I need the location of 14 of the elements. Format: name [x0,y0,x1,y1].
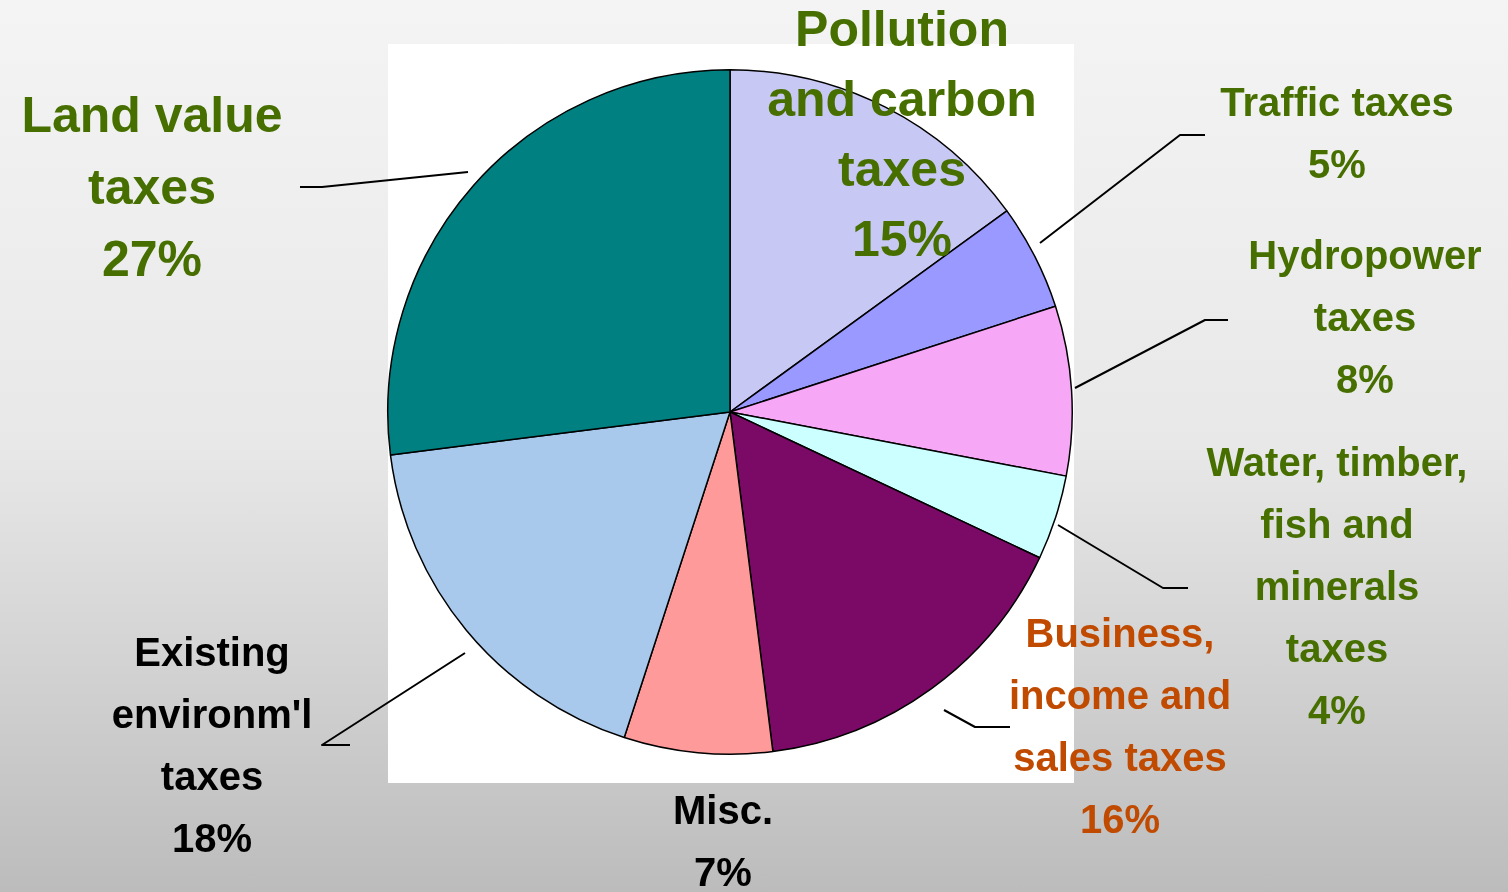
slice-label: Traffic taxes [1220,80,1454,125]
data-label: 27% [101,230,203,287]
data-label: 15% [851,210,953,267]
data-label: 7% [694,850,752,892]
data-label: 18% [171,816,253,861]
data-label: 5% [1308,142,1366,187]
data-label: 4% [1308,688,1366,733]
slice-label: Land value taxes [21,86,283,215]
data-label: 8% [1336,357,1394,402]
slice-label: Hydropower taxes [1248,233,1482,340]
slice-label: Misc. [672,788,774,833]
data-label: 16% [1079,797,1161,842]
slice-label: Pollution and carbon taxes [767,0,1037,197]
slice-label: Existing environm'l taxes [111,630,313,799]
